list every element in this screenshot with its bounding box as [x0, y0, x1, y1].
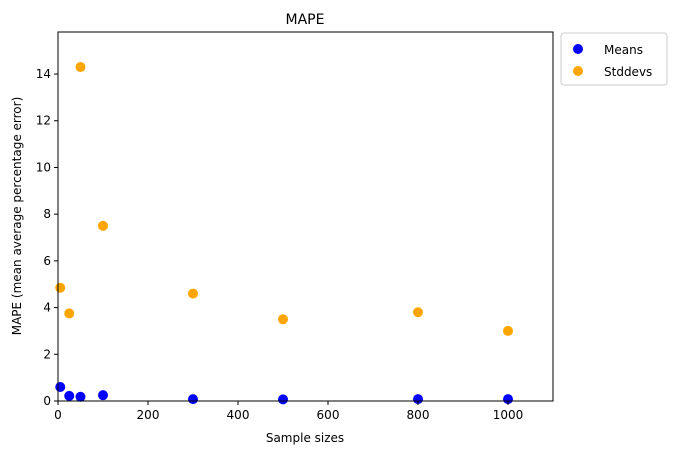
point-stddevs: [75, 62, 86, 73]
y-tick-label: 12: [36, 114, 51, 128]
point-stddevs: [188, 288, 198, 299]
y-tick-label: 8: [43, 207, 51, 221]
x-tick-label: 400: [227, 408, 250, 422]
y-tick-label: 10: [36, 160, 51, 174]
legend-frame: [560, 32, 668, 86]
y-axis-label: MAPE (mean average percentage error): [10, 97, 24, 336]
x-tick-label: 200: [137, 408, 160, 422]
legend-marker-means: [573, 44, 583, 54]
point-stddevs: [413, 307, 423, 318]
chart-title: MAPE: [286, 12, 325, 28]
axes-frame: [57, 31, 554, 402]
legend-label-means: Means: [604, 43, 643, 57]
x-tick-label: 800: [407, 408, 430, 422]
point-stddevs: [98, 220, 108, 231]
point-means: [75, 391, 86, 402]
point-means: [413, 394, 423, 405]
legend: Means Stddevs: [560, 32, 668, 86]
y-tick-label: 4: [43, 301, 51, 315]
point-means: [278, 394, 288, 405]
point-means: [98, 390, 108, 401]
legend-marker-stddevs: [573, 66, 583, 76]
y-tick-label: 2: [43, 347, 51, 361]
legend-label-stddevs: Stddevs: [604, 65, 652, 79]
y-tick-label: 6: [43, 254, 51, 268]
x-axis-label: Sample sizes: [266, 431, 344, 445]
x-tick-label: 0: [54, 408, 62, 422]
point-means: [503, 394, 513, 405]
x-tick-label: 1000: [493, 408, 524, 422]
point-stddevs: [503, 325, 513, 336]
point-stddevs: [64, 308, 75, 319]
point-stddevs: [55, 282, 66, 293]
x-tick-label: 600: [317, 408, 340, 422]
y-tick-label: 14: [36, 67, 51, 81]
y-tick-label: 0: [43, 394, 51, 408]
point-stddevs: [278, 314, 288, 325]
point-means: [64, 390, 75, 401]
point-means: [188, 394, 198, 405]
point-means: [55, 381, 66, 392]
